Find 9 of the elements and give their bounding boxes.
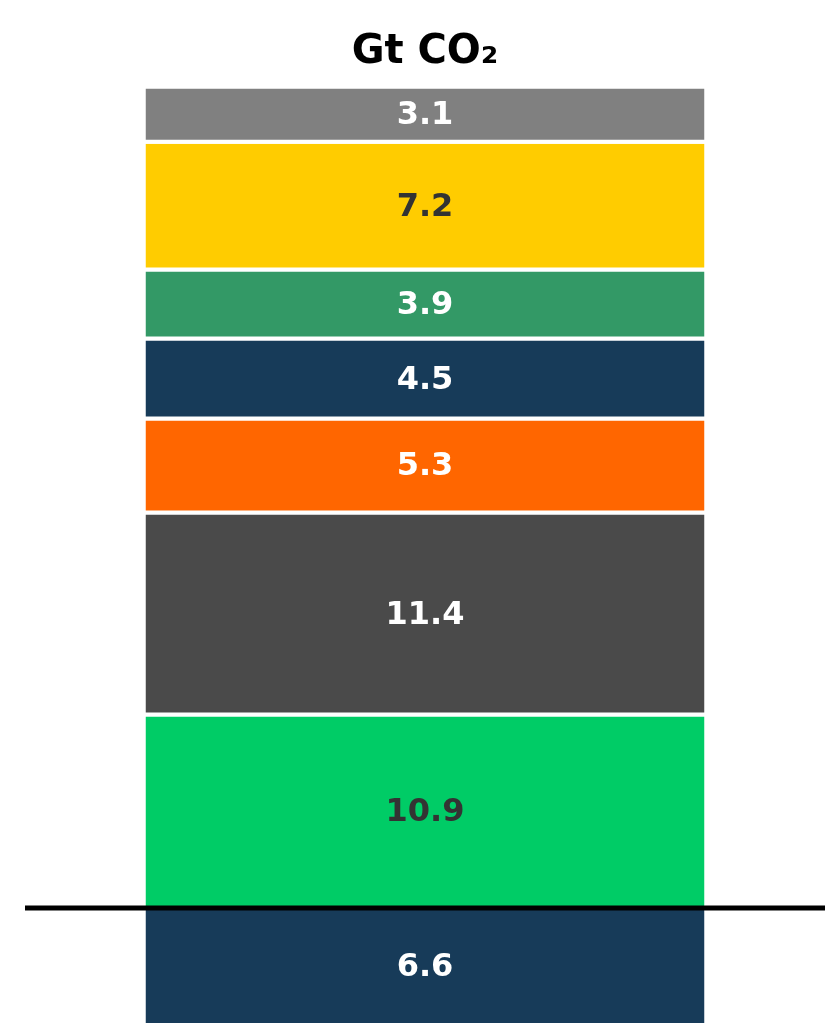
chart-title: Gt CO₂ [351,25,499,72]
data-label: 5.3 [396,445,454,484]
data-label: 4.5 [396,358,454,397]
data-label: 10.9 [385,791,465,830]
data-label: 3.9 [396,284,454,323]
data-label: 6.6 [396,946,454,985]
data-label: 7.2 [396,185,454,224]
data-label: 3.1 [396,94,454,133]
data-label: 11.4 [385,593,465,632]
